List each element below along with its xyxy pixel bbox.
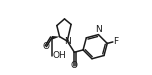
Text: O: O [71,61,78,70]
Polygon shape [52,36,60,40]
Text: OH: OH [52,51,66,60]
Text: N: N [64,37,71,46]
Text: F: F [113,37,118,46]
Text: N: N [95,25,102,34]
Text: O: O [43,42,50,51]
